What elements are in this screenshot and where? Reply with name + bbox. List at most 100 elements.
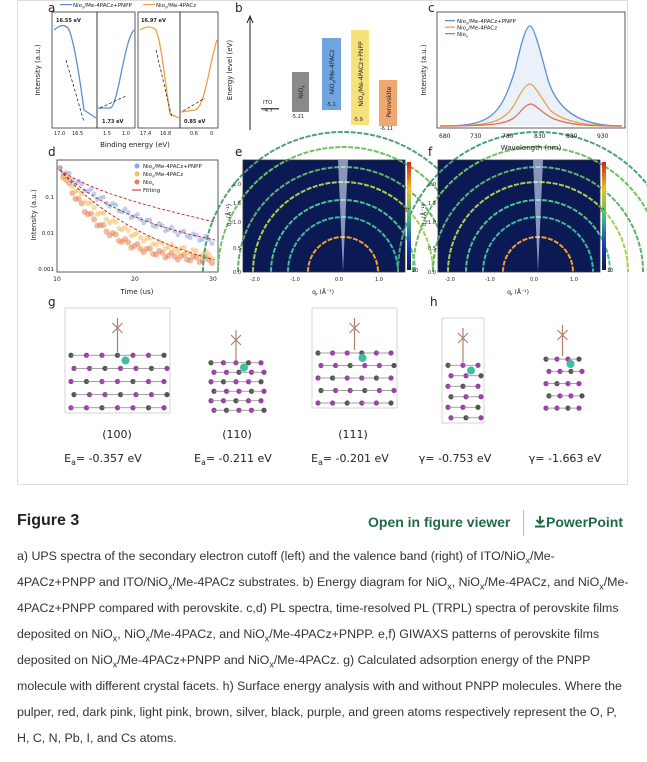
curve — [439, 83, 623, 127]
tick-label: 0.0 — [233, 270, 241, 276]
text-run: Nio — [457, 19, 467, 25]
powerpoint-link[interactable]: PowerPoint — [534, 514, 623, 530]
caption-subscript: x — [269, 659, 274, 670]
decor-dot — [88, 210, 94, 217]
tick-label: 0.0 — [530, 277, 538, 283]
caption-text: /Me-4PACz. g) Calculated adsorption ener… — [17, 653, 622, 745]
atom — [566, 360, 575, 368]
caption-subscript: x — [264, 633, 270, 644]
decor-dot — [147, 235, 153, 241]
atom — [576, 405, 582, 411]
decor-dot — [200, 237, 206, 242]
text-run: Nio — [73, 3, 83, 9]
viewer-link[interactable]: Open in figure viewer — [368, 514, 511, 530]
decor-dot — [101, 194, 106, 200]
axis-label: Intensity (a.u.) — [420, 44, 428, 96]
decor-dot — [193, 248, 199, 254]
molecule — [557, 325, 568, 357]
tick-label: 0.5 — [428, 246, 436, 252]
tick-label: 930 — [597, 133, 609, 140]
decor-dot — [134, 241, 141, 248]
atom — [164, 392, 170, 398]
atom — [261, 388, 267, 394]
decor-dot — [125, 227, 131, 234]
molecule — [230, 330, 242, 360]
text-run: NiO — [298, 88, 305, 99]
atom — [388, 350, 394, 356]
decor-dot — [208, 260, 215, 267]
decor-dot — [91, 205, 97, 211]
subscript: x — [165, 4, 168, 9]
decor-dot — [175, 232, 181, 238]
decor-dot — [125, 239, 132, 246]
axis-label: qr (Å⁻¹) — [507, 289, 529, 297]
decor-dot — [172, 228, 178, 234]
decor-dot — [138, 235, 144, 241]
caption-subscript: x — [525, 555, 531, 566]
atom — [358, 354, 367, 362]
tick-label: 1.5 — [103, 131, 111, 137]
tick-label: 0.0 — [335, 277, 343, 283]
curve — [65, 49, 206, 123]
legend-entry: Fitting — [143, 188, 160, 194]
decor-dot — [75, 196, 82, 203]
legend-swatch — [134, 171, 140, 177]
tick-label: -1.0 — [290, 277, 300, 283]
decor-dot — [88, 199, 94, 206]
text-run: /Me-4PACz — [154, 172, 183, 178]
decor-dot — [187, 235, 193, 241]
atom — [240, 363, 248, 372]
panel-letter: a — [48, 1, 55, 15]
tick-label: 730 — [470, 133, 482, 140]
level-box — [322, 38, 341, 110]
text-run: E — [194, 452, 201, 465]
text-run: Nio — [457, 26, 467, 32]
legend-swatch — [134, 163, 140, 169]
text-run: ITO — [263, 100, 273, 106]
tick-label: 2.0 — [428, 182, 436, 188]
plot-frame — [242, 159, 406, 273]
subscript: z — [229, 219, 234, 222]
colorbar — [407, 162, 411, 270]
figure-graphics — [51, 4, 647, 424]
adsorption-energy: Ea= -0.201 eV — [311, 452, 389, 467]
caption-subscript: x — [112, 633, 118, 644]
panel-letter: g — [48, 295, 56, 309]
level-value: -5.9 — [353, 117, 363, 123]
curve — [59, 169, 216, 241]
text-run: E — [311, 452, 318, 465]
curve — [98, 29, 135, 109]
decor-dot — [113, 202, 119, 208]
subscript: a — [201, 458, 206, 467]
tick-label: 0.0 — [428, 270, 436, 276]
decor-dot — [104, 200, 109, 206]
axis-label: Wavelength (nm) — [501, 144, 562, 152]
tick-label: 1.0 — [570, 277, 578, 283]
decor-dot — [146, 245, 153, 252]
level-box — [292, 72, 309, 112]
atom — [475, 404, 481, 410]
adsorption-energy: Ea= -0.357 eV — [64, 452, 142, 467]
text-run: /Me-4PACz+PNPP — [358, 41, 365, 93]
text-run: Nio — [143, 180, 153, 186]
axis-label: Intensity (a.u.) — [30, 189, 38, 241]
axis-label: Energy level (eV) — [226, 40, 234, 100]
text-run: q — [507, 289, 511, 296]
caption-text: , NiO — [451, 575, 480, 589]
caption: a) UPS spectra of the secondary electron… — [17, 543, 629, 751]
caption-text: /Me-4PACz, and NiO — [484, 575, 600, 589]
facet-label: (111) — [338, 428, 368, 441]
caption-subscript: x — [447, 581, 452, 592]
atom — [258, 398, 264, 404]
atom — [579, 393, 585, 399]
decor-dot — [153, 242, 159, 248]
text-run: Perovskite — [386, 86, 393, 117]
panel-letter: c — [428, 1, 435, 15]
tick-label: 0.5 — [233, 246, 241, 252]
caption-text: a) UPS spectra of the secondary electron… — [17, 549, 526, 563]
decor-dot — [134, 230, 141, 236]
powerpoint-text: PowerPoint — [546, 514, 624, 530]
text-run: /Me-4PACz+PNPP — [154, 164, 202, 170]
decor-dot — [100, 222, 107, 229]
text-run: (Å⁻¹) — [226, 204, 233, 220]
